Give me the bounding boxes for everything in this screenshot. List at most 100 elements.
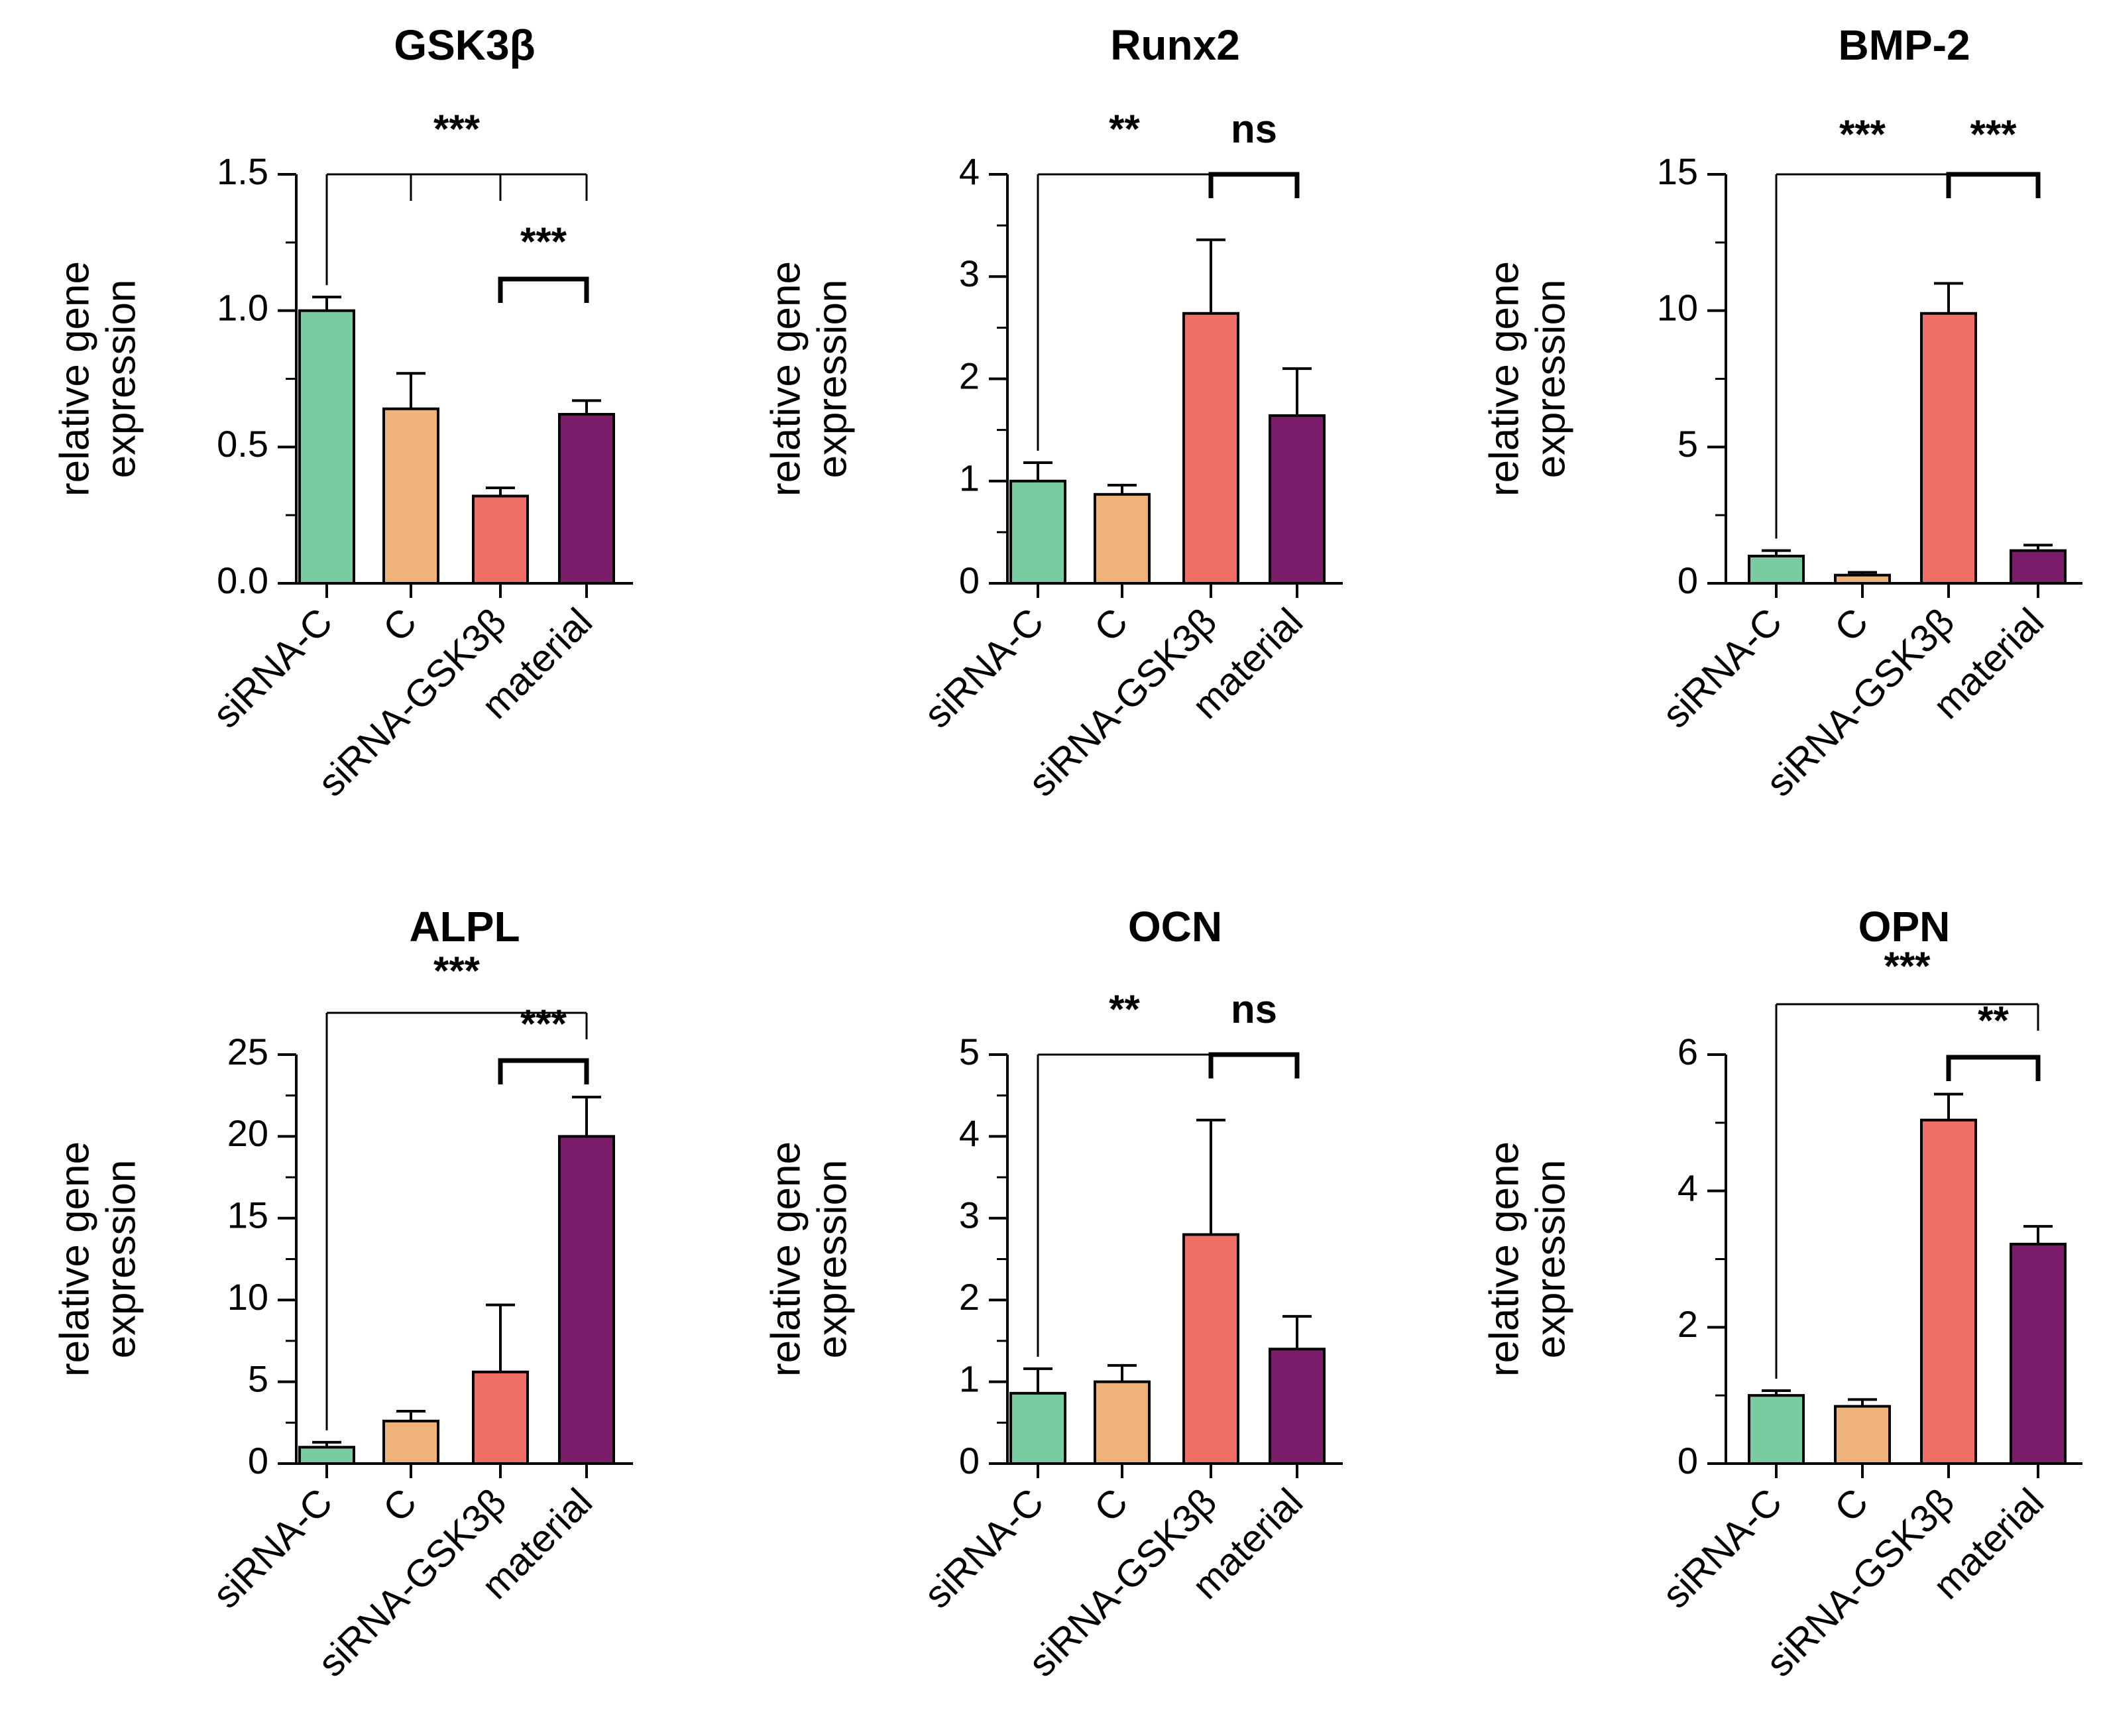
bar xyxy=(382,1419,439,1466)
significance-label: ** xyxy=(1109,107,1140,151)
y-tick-label: 0 xyxy=(248,1440,268,1481)
chart-title: BMP-2 xyxy=(1838,21,1970,69)
significance-label: *** xyxy=(520,1002,567,1046)
bar xyxy=(472,494,529,585)
bar xyxy=(298,309,355,585)
bar xyxy=(2010,549,2067,585)
y-tick-label: 0 xyxy=(1677,1440,1698,1481)
bar xyxy=(1009,479,1066,585)
significance-label: ns xyxy=(1231,107,1277,151)
chart-title: GSK3β xyxy=(394,21,535,69)
bar xyxy=(298,1446,355,1466)
chart-title: Runx2 xyxy=(1110,21,1240,69)
chart-panel-alpl: ALPL relative gene expression 0 5 10 15 20 25 siR… xyxy=(52,903,633,1685)
x-category-label: C xyxy=(375,600,426,650)
x-category-label: C xyxy=(1086,600,1137,650)
x-category-label: siRNA-C xyxy=(205,600,341,736)
chart-title: OPN xyxy=(1858,903,1951,951)
significance-pair-bracket xyxy=(1208,1052,1300,1078)
significance-pair-bracket xyxy=(1946,172,2041,198)
y-axis-label-line1: relative gene xyxy=(1481,1141,1527,1377)
y-tick-label: 5 xyxy=(1677,423,1698,465)
y-axis-label-line2: expression xyxy=(809,1160,855,1359)
y-axis-label-line2: expression xyxy=(1528,1160,1573,1359)
y-tick-label: 0 xyxy=(959,559,980,601)
y-tick-label: 1.5 xyxy=(217,150,268,192)
bar xyxy=(1182,312,1239,585)
chart-title: ALPL xyxy=(409,903,520,951)
bar xyxy=(1834,1405,1891,1466)
y-tick-label: 2 xyxy=(1677,1303,1698,1345)
bar xyxy=(1009,1391,1066,1465)
y-axis-label-line2: expression xyxy=(98,1160,144,1359)
significance-label: *** xyxy=(433,949,481,993)
y-tick-label: 6 xyxy=(1677,1031,1698,1072)
y-tick-label: 4 xyxy=(959,150,980,192)
significance-pair-bracket xyxy=(498,1058,589,1084)
significance-label: *** xyxy=(1970,112,2017,156)
y-tick-label: 10 xyxy=(227,1276,268,1318)
y-tick-label: 1 xyxy=(959,1358,980,1399)
y-tick-label: 0 xyxy=(959,1440,980,1481)
significance-label: *** xyxy=(1884,944,1931,988)
bar xyxy=(472,1370,529,1465)
significance-label: ns xyxy=(1231,987,1277,1031)
significance-label: ** xyxy=(1978,998,2009,1043)
bar xyxy=(2010,1242,2067,1466)
x-category-label: C xyxy=(1827,600,1877,650)
bar xyxy=(1269,414,1326,585)
significance-label: *** xyxy=(520,219,567,264)
y-tick-label: 5 xyxy=(959,1031,980,1072)
y-tick-label: 25 xyxy=(227,1031,268,1072)
x-category-label: C xyxy=(1086,1480,1137,1531)
y-tick-label: 20 xyxy=(227,1112,268,1154)
y-axis-label-line1: relative gene xyxy=(1481,261,1527,496)
x-category-label: C xyxy=(375,1480,426,1531)
significance-pair-bracket xyxy=(1208,172,1300,198)
bar xyxy=(1748,554,1805,585)
y-axis-label-line1: relative gene xyxy=(763,261,809,496)
y-tick-label: 1 xyxy=(959,457,980,499)
y-axis-label-line1: relative gene xyxy=(763,1141,809,1377)
y-tick-label: 2 xyxy=(959,355,980,396)
bar xyxy=(1834,573,1891,585)
chart-title: OCN xyxy=(1128,903,1222,951)
bar xyxy=(1094,1380,1151,1466)
y-tick-label: 4 xyxy=(1677,1167,1698,1208)
y-tick-label: 4 xyxy=(959,1112,980,1154)
x-category-label: siRNA-C xyxy=(916,1480,1052,1616)
x-category-label: C xyxy=(1827,1480,1877,1531)
y-tick-label: 2 xyxy=(959,1276,980,1318)
y-tick-label: 0.5 xyxy=(217,423,268,465)
y-tick-label: 5 xyxy=(248,1358,268,1399)
bar xyxy=(1269,1348,1326,1465)
y-tick-label: 10 xyxy=(1657,286,1698,328)
significance-label: *** xyxy=(1839,112,1886,156)
x-category-label: siRNA-C xyxy=(1654,1480,1790,1616)
y-tick-label: 0.0 xyxy=(217,559,268,601)
bar xyxy=(382,407,439,585)
chart-panel-bmp2: BMP-2 relative gene expression 0 5 10 15 siRNA-… xyxy=(1481,21,2082,805)
y-axis-label-line2: expression xyxy=(1528,280,1573,479)
bar xyxy=(1094,492,1151,585)
x-category-label: siRNA-C xyxy=(1654,600,1790,736)
y-axis-label-line2: expression xyxy=(98,280,144,479)
y-tick-label: 15 xyxy=(1657,150,1698,192)
y-tick-label: 15 xyxy=(227,1194,268,1236)
y-axis-label-line2: expression xyxy=(809,280,855,479)
x-category-label: siRNA-C xyxy=(916,600,1052,736)
bar xyxy=(1920,1118,1977,1465)
bar xyxy=(1182,1233,1239,1465)
x-category-label: siRNA-C xyxy=(205,1480,341,1616)
y-axis-label-line1: relative gene xyxy=(52,261,97,496)
bar xyxy=(558,412,615,585)
significance-pair-bracket xyxy=(1946,1055,2041,1081)
significance-pair-bracket xyxy=(498,276,589,303)
y-tick-label: 1.0 xyxy=(217,286,268,328)
chart-panel-runx2: Runx2 relative gene expression 0 1 2 3 4 siRNA-C… xyxy=(763,21,1343,805)
significance-label: ** xyxy=(1109,987,1140,1031)
bar xyxy=(558,1135,615,1466)
chart-panel-gsk3b: GSK3β relative gene expression 0.0 0.5 1.0 1.5… xyxy=(52,21,633,805)
